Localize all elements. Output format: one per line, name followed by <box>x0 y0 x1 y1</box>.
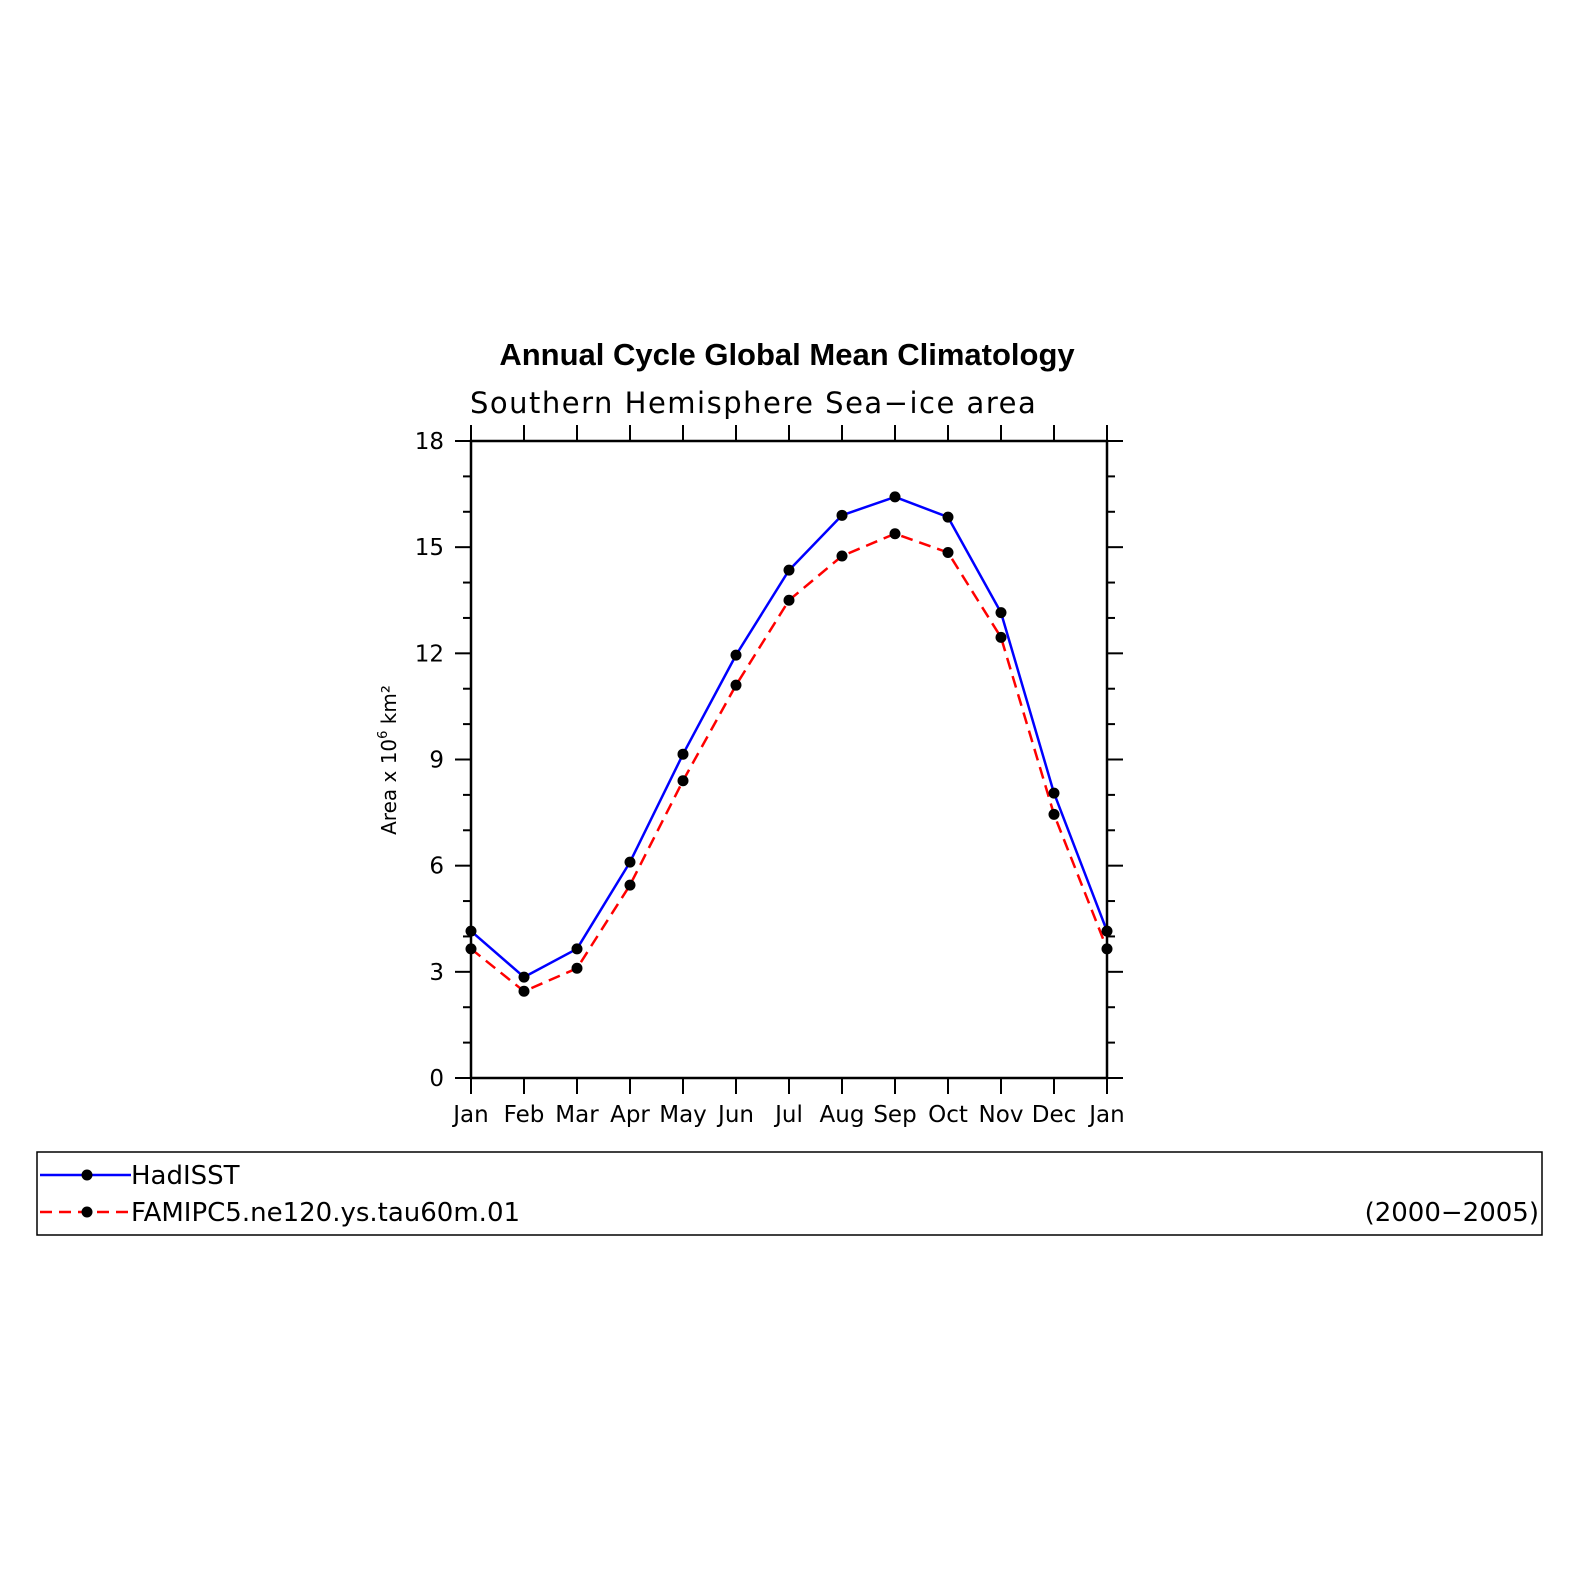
x-tick-label: May <box>659 1102 707 1128</box>
series-markers <box>465 491 1113 997</box>
data-point-series-1 <box>942 546 954 558</box>
data-point-series-1 <box>571 962 583 974</box>
x-tick-label: Sep <box>873 1102 916 1128</box>
legend-marker-famipc5 <box>81 1206 93 1218</box>
x-tick-label: Feb <box>504 1102 545 1128</box>
legend: HadISST FAMIPC5.ne120.ys.tau60m.01 (2000… <box>36 1151 1543 1236</box>
data-point-series-0 <box>518 971 530 983</box>
plot-frame <box>469 439 1109 1080</box>
legend-label-famipc5: FAMIPC5.ne120.ys.tau60m.01 <box>131 1198 520 1228</box>
x-tick-labels: Jan Feb Mar Apr May Jun Jul Aug Sep Oct Nov Dec Jan <box>451 1102 1124 1128</box>
data-point-series-0 <box>889 491 901 503</box>
data-point-series-1 <box>518 985 530 997</box>
x-tick-label: Dec <box>1032 1102 1077 1128</box>
data-point-series-0 <box>677 748 689 760</box>
y-axis-label-unit: km² <box>377 685 401 724</box>
x-tick-label: Aug <box>820 1102 865 1128</box>
data-point-series-1 <box>836 550 848 562</box>
tick-marks <box>455 425 1123 1094</box>
data-point-series-0 <box>1048 787 1060 799</box>
x-tick-label: Mar <box>555 1102 599 1128</box>
data-point-series-0 <box>836 509 848 521</box>
chart-title: Annual Cycle Global Mean Climatology <box>499 337 1075 372</box>
legend-label-hadisst: HadISST <box>131 1161 240 1191</box>
legend-box <box>36 1151 1543 1236</box>
y-axis-label: Area x 106 km² <box>376 685 401 835</box>
y-tick-label: 12 <box>415 641 444 667</box>
data-point-series-1 <box>783 594 795 606</box>
y-tick-labels: 0 3 6 9 12 15 18 <box>415 429 444 1092</box>
data-point-series-0 <box>730 649 742 661</box>
y-tick-label: 3 <box>429 960 444 986</box>
chart-subtitle: Southern Hemisphere Sea−ice area <box>470 386 1037 420</box>
y-axis-label-prefix: Area x 10 <box>377 739 401 835</box>
data-point-series-0 <box>624 856 636 868</box>
data-point-series-1 <box>677 775 689 787</box>
data-point-series-0 <box>783 564 795 576</box>
y-tick-label: 18 <box>415 429 444 455</box>
y-tick-label: 6 <box>429 854 444 880</box>
legend-marker-hadisst <box>81 1169 93 1181</box>
y-axis-label-exponent: 6 <box>376 731 391 739</box>
x-tick-label: Jan <box>1087 1102 1124 1128</box>
legend-period: (2000−2005) <box>1365 1198 1539 1228</box>
data-point-series-0 <box>995 607 1007 619</box>
data-point-series-0 <box>571 943 583 955</box>
y-tick-label: 15 <box>415 535 444 561</box>
x-tick-label: Jul <box>773 1102 803 1128</box>
x-tick-label: Jan <box>451 1102 488 1128</box>
x-tick-label: Apr <box>610 1102 650 1128</box>
data-point-series-1 <box>730 679 742 691</box>
x-tick-label: Oct <box>928 1102 968 1128</box>
y-tick-label: 0 <box>429 1066 444 1092</box>
x-tick-label: Jun <box>716 1102 754 1128</box>
x-tick-label: Nov <box>979 1102 1024 1128</box>
data-point-series-1 <box>1048 808 1060 820</box>
y-tick-label: 9 <box>429 748 444 774</box>
data-point-series-0 <box>942 511 954 523</box>
data-point-series-1 <box>995 631 1007 643</box>
data-point-series-1 <box>624 879 636 891</box>
data-point-series-1 <box>889 528 901 540</box>
